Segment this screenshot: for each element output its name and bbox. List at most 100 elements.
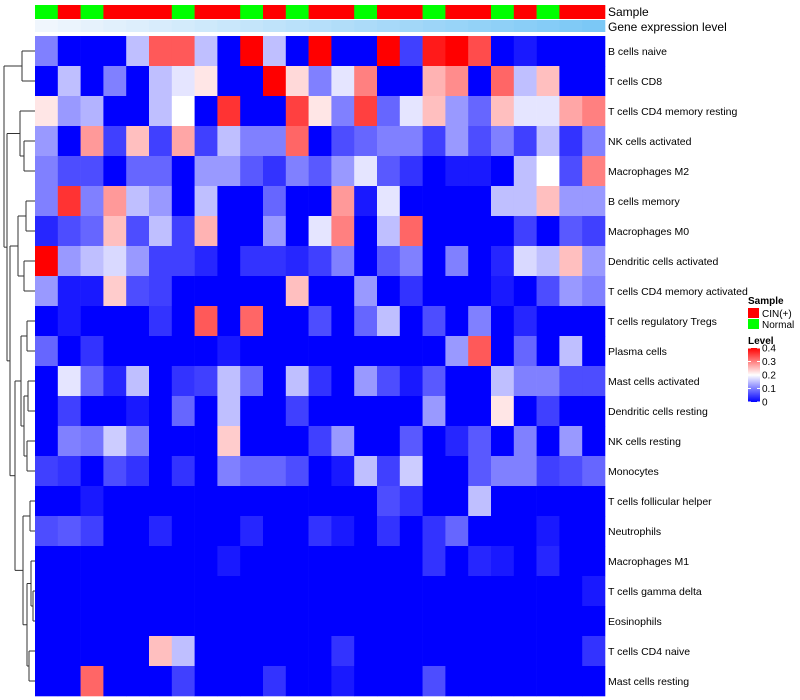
heatmap-cell xyxy=(194,666,218,697)
heatmap-cell xyxy=(285,96,309,127)
heatmap-cell xyxy=(35,606,59,637)
heatmap-cell xyxy=(308,126,332,157)
heatmap-cell xyxy=(263,396,287,427)
annotation-label-expression: Gene expression level xyxy=(608,20,727,34)
heatmap-cell xyxy=(445,276,469,307)
heatmap-cell xyxy=(536,36,560,67)
heatmap-cell xyxy=(399,276,423,307)
heatmap-cell xyxy=(263,36,287,67)
legend-tick-label: 0.3 xyxy=(762,357,776,368)
row-label: Macrophages M0 xyxy=(608,226,689,238)
heatmap-cell xyxy=(217,366,241,397)
heatmap-cell xyxy=(103,516,127,547)
heatmap-cell xyxy=(491,66,515,97)
heatmap-cell xyxy=(263,66,287,97)
heatmap-cell xyxy=(194,186,218,217)
sample-anno-cell xyxy=(240,5,264,19)
heatmap-cell xyxy=(354,336,378,367)
expression-anno-cell xyxy=(240,20,264,32)
heatmap-cell xyxy=(194,606,218,637)
heatmap-cell xyxy=(354,126,378,157)
heatmap-cell xyxy=(171,636,195,667)
heatmap-cell xyxy=(513,666,537,697)
heatmap-cell xyxy=(377,636,401,667)
heatmap-cell xyxy=(171,666,195,697)
heatmap-cell xyxy=(217,456,241,487)
heatmap-cell xyxy=(422,546,446,577)
heatmap-cell xyxy=(536,306,560,337)
heatmap-cell xyxy=(354,426,378,457)
heatmap-cell xyxy=(422,576,446,607)
heatmap-cell xyxy=(57,456,81,487)
heatmap-cell xyxy=(399,666,423,697)
heatmap-cell xyxy=(491,216,515,247)
heatmap-cell xyxy=(35,126,59,157)
heatmap-cell xyxy=(399,36,423,67)
heatmap-cell xyxy=(491,636,515,667)
heatmap-cell xyxy=(308,156,332,187)
expression-anno-cell xyxy=(285,20,309,32)
heatmap-cell xyxy=(217,36,241,67)
sample-anno-cell xyxy=(468,5,492,19)
heatmap-cell xyxy=(285,606,309,637)
heatmap-cell xyxy=(582,486,606,517)
heatmap-cell xyxy=(491,186,515,217)
heatmap-cell xyxy=(149,486,173,517)
heatmap-cell xyxy=(240,36,264,67)
heatmap-cell xyxy=(399,516,423,547)
heatmap-cell xyxy=(103,426,127,457)
heatmap-cell xyxy=(194,156,218,187)
heatmap-cell xyxy=(35,516,59,547)
heatmap-cell xyxy=(80,636,104,667)
heatmap-cell xyxy=(422,486,446,517)
heatmap-cell xyxy=(217,486,241,517)
heatmap-cell xyxy=(559,36,583,67)
heatmap-cell xyxy=(559,306,583,337)
heatmap-cell xyxy=(171,366,195,397)
heatmap-cell xyxy=(422,156,446,187)
heatmap-cell xyxy=(308,36,332,67)
heatmap-cell xyxy=(80,96,104,127)
heatmap-cell xyxy=(308,366,332,397)
heatmap-cell xyxy=(308,306,332,337)
heatmap-cell xyxy=(217,576,241,607)
row-label: Mast cells activated xyxy=(608,376,700,388)
heatmap-cell xyxy=(582,156,606,187)
heatmap-cell xyxy=(491,96,515,127)
heatmap-cell xyxy=(240,276,264,307)
heatmap-cell xyxy=(491,426,515,457)
legend-tick-label: 0.2 xyxy=(762,371,776,382)
heatmap-cell xyxy=(354,366,378,397)
heatmap-cell xyxy=(559,186,583,217)
heatmap-cell xyxy=(149,636,173,667)
heatmap-cell xyxy=(377,246,401,277)
heatmap-cell xyxy=(80,486,104,517)
heatmap-cell xyxy=(35,666,59,697)
heatmap-cell xyxy=(377,366,401,397)
heatmap-cell xyxy=(194,306,218,337)
heatmap-cell xyxy=(536,216,560,247)
heatmap-cell xyxy=(559,576,583,607)
heatmap-cell xyxy=(377,216,401,247)
sample-anno-cell xyxy=(422,5,446,19)
heatmap-cell xyxy=(240,456,264,487)
heatmap-cell xyxy=(331,576,355,607)
row-label: Neutrophils xyxy=(608,526,661,538)
heatmap-cell xyxy=(536,516,560,547)
heatmap-cell xyxy=(513,516,537,547)
heatmap-cell xyxy=(263,576,287,607)
legend-level: Level 0.4 0.3 0.2 0.1 0 xyxy=(748,336,776,409)
heatmap-cell xyxy=(513,366,537,397)
heatmap-cells xyxy=(35,36,606,697)
heatmap-cell xyxy=(559,606,583,637)
heatmap-cell xyxy=(559,96,583,127)
heatmap-cell xyxy=(536,66,560,97)
heatmap-cell xyxy=(171,126,195,157)
heatmap-cell xyxy=(399,396,423,427)
heatmap-cell xyxy=(491,306,515,337)
heatmap-cell xyxy=(308,96,332,127)
heatmap-cell xyxy=(513,216,537,247)
heatmap-cell xyxy=(194,96,218,127)
heatmap-cell xyxy=(285,426,309,457)
heatmap-cell xyxy=(582,576,606,607)
